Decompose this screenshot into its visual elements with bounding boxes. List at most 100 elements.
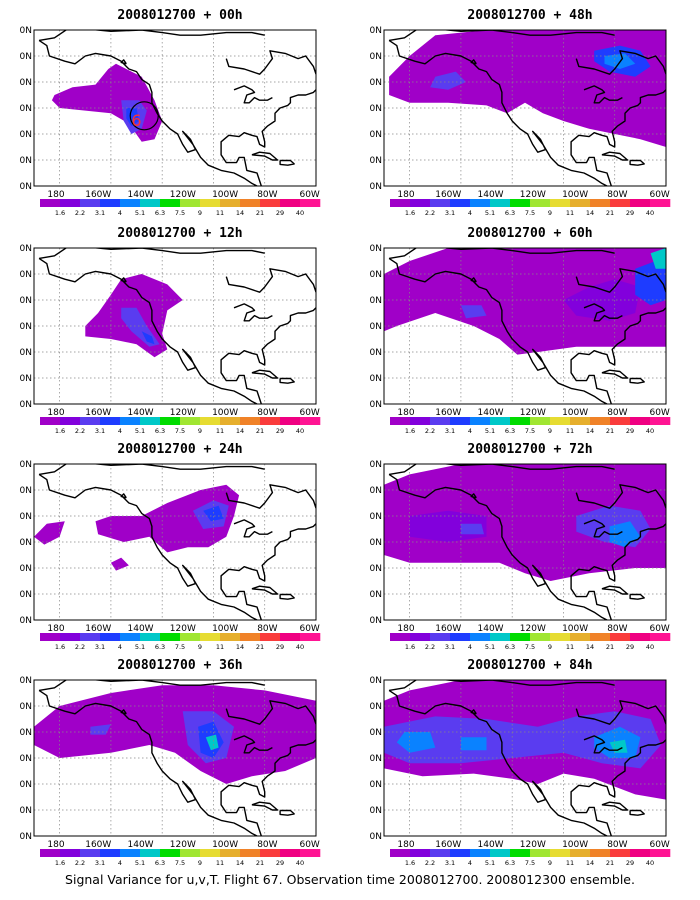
lon-tick-label: 160W xyxy=(85,408,111,418)
lon-tick-label: 60W xyxy=(649,840,669,850)
colorbar-swatch xyxy=(530,633,551,641)
lon-tick-label: 180 xyxy=(47,840,64,850)
colorbar-label: 7.5 xyxy=(525,859,535,867)
colorbar-label: 9 xyxy=(548,209,552,217)
colorbar-swatch xyxy=(610,633,631,641)
colorbar-label: 9 xyxy=(548,427,552,435)
colorbar-label: 2.2 xyxy=(425,859,435,867)
colorbar-swatch xyxy=(280,849,301,857)
colorbar-label: 4 xyxy=(468,643,472,651)
colorbar-swatch xyxy=(100,199,121,207)
colorbar-swatch xyxy=(390,633,411,641)
colorbar-swatch xyxy=(510,417,531,425)
lat-tick-label: 50N xyxy=(370,728,382,738)
lon-tick-label: 120W xyxy=(520,408,546,418)
colorbar-label: 11 xyxy=(566,643,574,651)
lon-tick-label: 160W xyxy=(435,840,461,850)
panel-title: 2008012700 + 24h xyxy=(117,442,243,457)
coastline xyxy=(575,268,666,293)
lat-tick-label: 20N xyxy=(370,590,382,600)
observation-circle xyxy=(129,101,159,131)
colorbar-label: 5.1 xyxy=(485,209,495,217)
colorbar-label: 40 xyxy=(296,427,304,435)
colorbar-swatch xyxy=(650,633,671,641)
colorbar-swatch xyxy=(80,633,101,641)
coastline xyxy=(149,675,264,678)
map-frame xyxy=(33,247,317,405)
coastline xyxy=(225,50,316,75)
colorbar-swatch xyxy=(180,199,201,207)
lat-tick-label: 60N xyxy=(370,486,382,496)
map-layer xyxy=(384,464,666,620)
coastline xyxy=(583,85,623,104)
lon-tick-label: 120W xyxy=(170,408,196,418)
colorbar-label: 9 xyxy=(548,643,552,651)
colorbar-label: 21 xyxy=(256,427,264,435)
colorbar-label: 11 xyxy=(566,427,574,435)
coastline xyxy=(629,377,645,384)
colorbar-label: 14 xyxy=(586,209,594,217)
map-panel-36h: 2008012700 + 36h 70N 60N 50N 40N 30N 20N 10N 18… xyxy=(20,658,340,868)
colorbar-swatch xyxy=(140,633,161,641)
variance-region xyxy=(635,261,666,306)
colorbar-swatch xyxy=(240,417,261,425)
colorbar-swatch xyxy=(410,633,431,641)
lat-tick-label: 10N xyxy=(20,182,32,192)
map-frame xyxy=(33,29,317,187)
variance-region xyxy=(95,484,240,553)
colorbar-label: 6.3 xyxy=(505,209,515,217)
colorbar-label: 9 xyxy=(198,427,202,435)
map-panel-24h: 2008012700 + 24h 70N 60N 50N 40N 30N 20N 10N 18… xyxy=(20,442,340,652)
colorbar-label: 7.5 xyxy=(175,209,185,217)
colorbar-label: 1.6 xyxy=(405,209,415,217)
variance-region xyxy=(90,724,111,735)
colorbar-swatch xyxy=(430,633,451,641)
lon-tick-label: 120W xyxy=(520,624,546,634)
colorbar-label: 9 xyxy=(548,859,552,867)
colorbar-swatch xyxy=(60,849,81,857)
lon-tick-label: 60W xyxy=(299,624,319,634)
colorbar-label: 3.1 xyxy=(445,427,455,435)
colorbar-swatch xyxy=(590,417,611,425)
colorbar-swatch xyxy=(300,849,321,857)
lon-tick-label: 80W xyxy=(257,624,277,634)
lat-tick-label: 70N xyxy=(20,26,32,36)
colorbar-label: 21 xyxy=(606,643,614,651)
colorbar-swatch xyxy=(280,199,301,207)
coastline xyxy=(570,523,666,620)
coastline xyxy=(279,159,295,166)
colorbar-label: 3.1 xyxy=(445,859,455,867)
panel-title: 2008012700 + 00h xyxy=(117,8,243,23)
coastline xyxy=(570,739,666,836)
map-plot: 70N 60N 50N 40N 30N 20N 10N 180 160W 140W 120W 100W… xyxy=(370,244,671,435)
map-frame xyxy=(383,679,667,837)
colorbar-label: 6.3 xyxy=(155,643,165,651)
colorbar-swatch xyxy=(160,199,181,207)
colorbar-label: 4 xyxy=(468,427,472,435)
lat-tick-label: 50N xyxy=(370,78,382,88)
map-layer xyxy=(384,248,666,404)
coastline xyxy=(629,593,645,600)
coastline xyxy=(120,493,127,499)
map-layer xyxy=(34,464,316,620)
lat-tick-label: 20N xyxy=(20,806,32,816)
variance-region xyxy=(34,685,316,784)
colorbar-label: 5.1 xyxy=(135,643,145,651)
map-plot: 70N 60N 50N 40N 30N 20N 10N 180 160W 140W 120W 100W… xyxy=(370,460,671,651)
colorbar-label: 3.1 xyxy=(445,643,455,651)
colorbar-swatch xyxy=(510,633,531,641)
map-plot: 70N 60N 50N 40N 30N 20N 10N 180 160W 140W 120W 100W… xyxy=(20,244,321,435)
lon-tick-label: 100W xyxy=(562,190,588,200)
coastline xyxy=(38,30,265,42)
coastline xyxy=(570,307,666,404)
colorbar-label: 40 xyxy=(296,859,304,867)
panel-title: 2008012700 + 48h xyxy=(467,8,593,23)
colorbar-swatch xyxy=(630,199,651,207)
colorbar-swatch xyxy=(450,199,471,207)
variance-region xyxy=(460,737,487,751)
colorbar-label: 3.1 xyxy=(445,209,455,217)
panel-title: 2008012700 + 12h xyxy=(117,226,243,241)
colorbar-swatch xyxy=(610,199,631,207)
lat-tick-label: 60N xyxy=(370,702,382,712)
colorbar-label: 4 xyxy=(118,859,122,867)
